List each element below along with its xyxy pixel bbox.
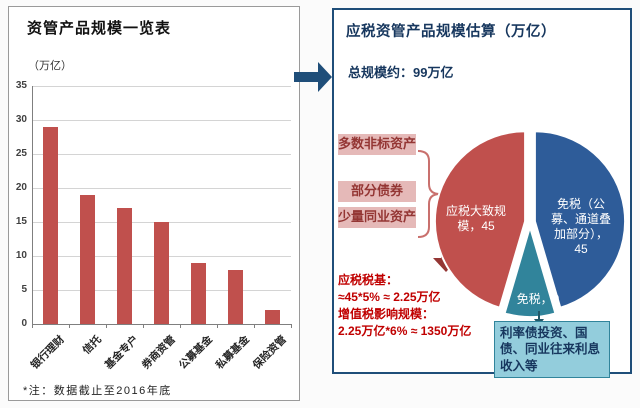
bar-基金专户 (117, 208, 132, 324)
slice-label-taxfree-main: 免税（公募、通道叠加部分），45 (550, 197, 611, 256)
x-axis-tick (106, 324, 107, 328)
tax-base-note-line: 应税税基： (338, 273, 399, 287)
bar-chart-panel: 资管产品规模一览表 （万亿） 0 5 10 15 20 25 30 35 银行理财 信托 基金专户券… (8, 6, 300, 401)
gridline (32, 120, 291, 121)
y-axis-unit-label: （万亿） (28, 60, 72, 72)
y-axis-tick-label: 35 (15, 80, 27, 91)
tax-base-note-line: ≈45*5% ≈ 2.25万亿 (338, 290, 441, 304)
x-axis-tick (143, 324, 144, 328)
y-axis-tick-label: 5 (21, 284, 27, 295)
bar-保险资管 (265, 310, 280, 324)
x-axis-tick (217, 324, 218, 328)
bar-银行理财 (43, 126, 58, 324)
bar-chart-title: 资管产品规模一览表 (27, 20, 172, 37)
pie-slice-免税 (503, 223, 557, 318)
arrow-shaft (538, 311, 540, 320)
gridline (32, 86, 291, 87)
gridline (32, 188, 291, 189)
pie-chart (430, 122, 630, 322)
bar-公募基金 (191, 262, 206, 324)
slice-label-taxable: 应税大致规模，45 (445, 204, 506, 233)
y-axis-tick-label: 10 (15, 250, 27, 261)
bar-券商资管 (154, 222, 169, 324)
x-axis-tick (32, 324, 33, 328)
y-axis-tick-label: 30 (15, 114, 27, 125)
y-axis-line (32, 86, 33, 324)
y-axis-tick-label: 15 (15, 216, 27, 227)
pie-svg (433, 130, 627, 318)
x-axis-tick (254, 324, 255, 328)
tax-base-note-line: 增值税影响规模： (338, 307, 435, 321)
slice-label-taxfree-small: 免税，9 (516, 292, 560, 306)
gridline (32, 154, 291, 155)
pie-slice-免税（公募、通道叠加部分） (533, 130, 627, 309)
bar-私募基金 (228, 269, 243, 324)
callout-partial-bonds: 部分债券 (338, 181, 416, 202)
x-axis-tick (69, 324, 70, 328)
tax-base-note: 应税税基： ≈45*5% ≈ 2.25万亿 增值税影响规模： 2.25万亿*6%… (338, 272, 524, 340)
total-scale-label: 总规模约：99万亿 (348, 65, 454, 80)
footnote: *注：数据截止至2016年底 (23, 385, 172, 397)
arrow-right-icon (294, 62, 332, 92)
pie-slice-应税大致规模 (433, 130, 527, 309)
y-axis-tick-label: 20 (15, 182, 27, 193)
x-axis-tick (180, 324, 181, 328)
gridline (32, 324, 291, 325)
bar-信托 (80, 194, 95, 324)
tax-base-note-line: 2.25万亿*6% ≈ 1350万亿 (338, 324, 472, 338)
arrow-shaft (294, 72, 318, 82)
arrow-head (318, 62, 332, 92)
y-axis-tick-label: 0 (21, 318, 27, 329)
pie-panel-title: 应税资管产品规模估算（万亿） (346, 24, 556, 40)
bar-chart: 0 5 10 15 20 25 30 35 银行理财 信托 基金专户 券商资管 公募基金 私募基金 保险资管 (9, 7, 299, 400)
callout-interbank-assets: 少量同业资产 (338, 207, 416, 228)
y-axis-tick-label: 25 (15, 148, 27, 159)
x-axis-tick (291, 324, 292, 328)
tax-free-detail-box: 利率债投资、国债、同业往来利息收入等 (494, 321, 610, 378)
callout-nonstandard-assets: 多数非标资产 (338, 134, 416, 155)
pie-panel: 应税资管产品规模估算（万亿） 总规模约：99万亿 多数非标资产 部分债券 少量同… (332, 8, 632, 378)
